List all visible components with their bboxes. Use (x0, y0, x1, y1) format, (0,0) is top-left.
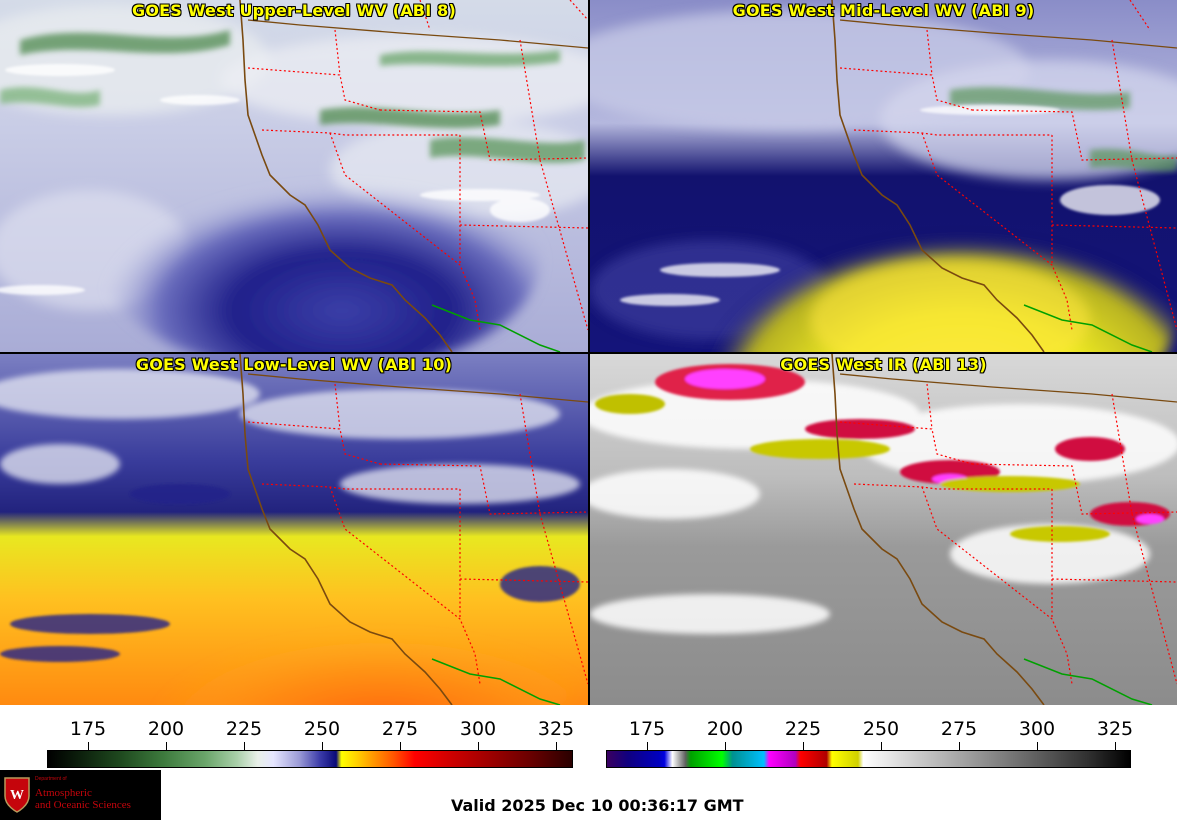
panel-low-level-wv: GOES West Low-Level WV (ABI 10) (0, 354, 588, 705)
colorbar-ir: 175 200 225 250 275 300 325 (606, 705, 1134, 770)
colorbar-wv-tick-mark (478, 742, 479, 750)
panel-title-ir: GOES West IR (ABI 13) (780, 355, 987, 374)
colorbar-ir-tick-mark (1115, 742, 1116, 750)
colorbar-wv-tick-label: 175 (69, 718, 107, 740)
valid-time: Valid 2025 Dec 10 00:36:17 GMT (451, 796, 744, 815)
colorbar-wv-tick-label: 200 (147, 718, 185, 740)
panel-ir: GOES West IR (ABI 13) (590, 354, 1177, 705)
colorbar-wv-tick-label: 275 (381, 718, 419, 740)
colorbar-ir-tick-label: 325 (1096, 718, 1134, 740)
colorbar-wv-tick-mark (88, 742, 89, 750)
colorbar-wv-tick-mark (166, 742, 167, 750)
low-level-wv-image (0, 354, 588, 705)
colorbar-wv-tick-mark (322, 742, 323, 750)
colorbar-ir-tick-mark (647, 742, 648, 750)
colorbar-ir-tick-mark (1037, 742, 1038, 750)
colorbar-area: 175 200 225 250 275 300 325 175 200 225 250 275 300… (0, 705, 1177, 770)
footer: W Department of Atmospheric and Oceanic … (0, 770, 1177, 820)
colorbar-ir-gradient (606, 750, 1131, 768)
svg-text:W: W (10, 788, 24, 803)
panel-title-upper: GOES West Upper-Level WV (ABI 8) (132, 1, 456, 20)
colorbar-ir-tick-label: 225 (784, 718, 822, 740)
colorbar-wv-tick-label: 225 (225, 718, 263, 740)
colorbar-wv-tick-label: 325 (537, 718, 575, 740)
panel-divider-horizontal (0, 352, 1177, 354)
panel-title-mid: GOES West Mid-Level WV (ABI 9) (732, 1, 1035, 20)
logo-line-2: and Oceanic Sciences (35, 799, 131, 811)
logo-department: Department of (35, 776, 67, 782)
colorbar-wv: 175 200 225 250 275 300 325 (47, 705, 575, 770)
colorbar-wv-tick-mark (244, 742, 245, 750)
uw-crest-icon: W (4, 777, 30, 813)
aos-logo: W Department of Atmospheric and Oceanic … (0, 770, 161, 820)
upper-level-wv-image (0, 0, 588, 352)
ir-image (590, 354, 1177, 705)
colorbar-ir-tick-label: 200 (706, 718, 744, 740)
colorbar-wv-tick-mark (400, 742, 401, 750)
colorbar-ir-tick-mark (725, 742, 726, 750)
colorbar-ir-tick-mark (959, 742, 960, 750)
colorbar-wv-gradient (47, 750, 573, 768)
mid-level-wv-image (590, 0, 1177, 352)
colorbar-wv-tick-label: 300 (459, 718, 497, 740)
colorbar-ir-tick-mark (881, 742, 882, 750)
colorbar-ir-tick-label: 275 (940, 718, 978, 740)
panel-upper-level-wv: GOES West Upper-Level WV (ABI 8) (0, 0, 588, 352)
colorbar-ir-tick-label: 250 (862, 718, 900, 740)
logo-line-1: Atmospheric (35, 787, 92, 799)
colorbar-wv-tick-mark (556, 742, 557, 750)
colorbar-ir-tick-label: 175 (628, 718, 666, 740)
panel-mid-level-wv: GOES West Mid-Level WV (ABI 9) (590, 0, 1177, 352)
colorbar-wv-tick-label: 250 (303, 718, 341, 740)
colorbar-ir-tick-label: 300 (1018, 718, 1056, 740)
panel-title-low: GOES West Low-Level WV (ABI 10) (135, 355, 453, 374)
colorbar-ir-tick-mark (803, 742, 804, 750)
